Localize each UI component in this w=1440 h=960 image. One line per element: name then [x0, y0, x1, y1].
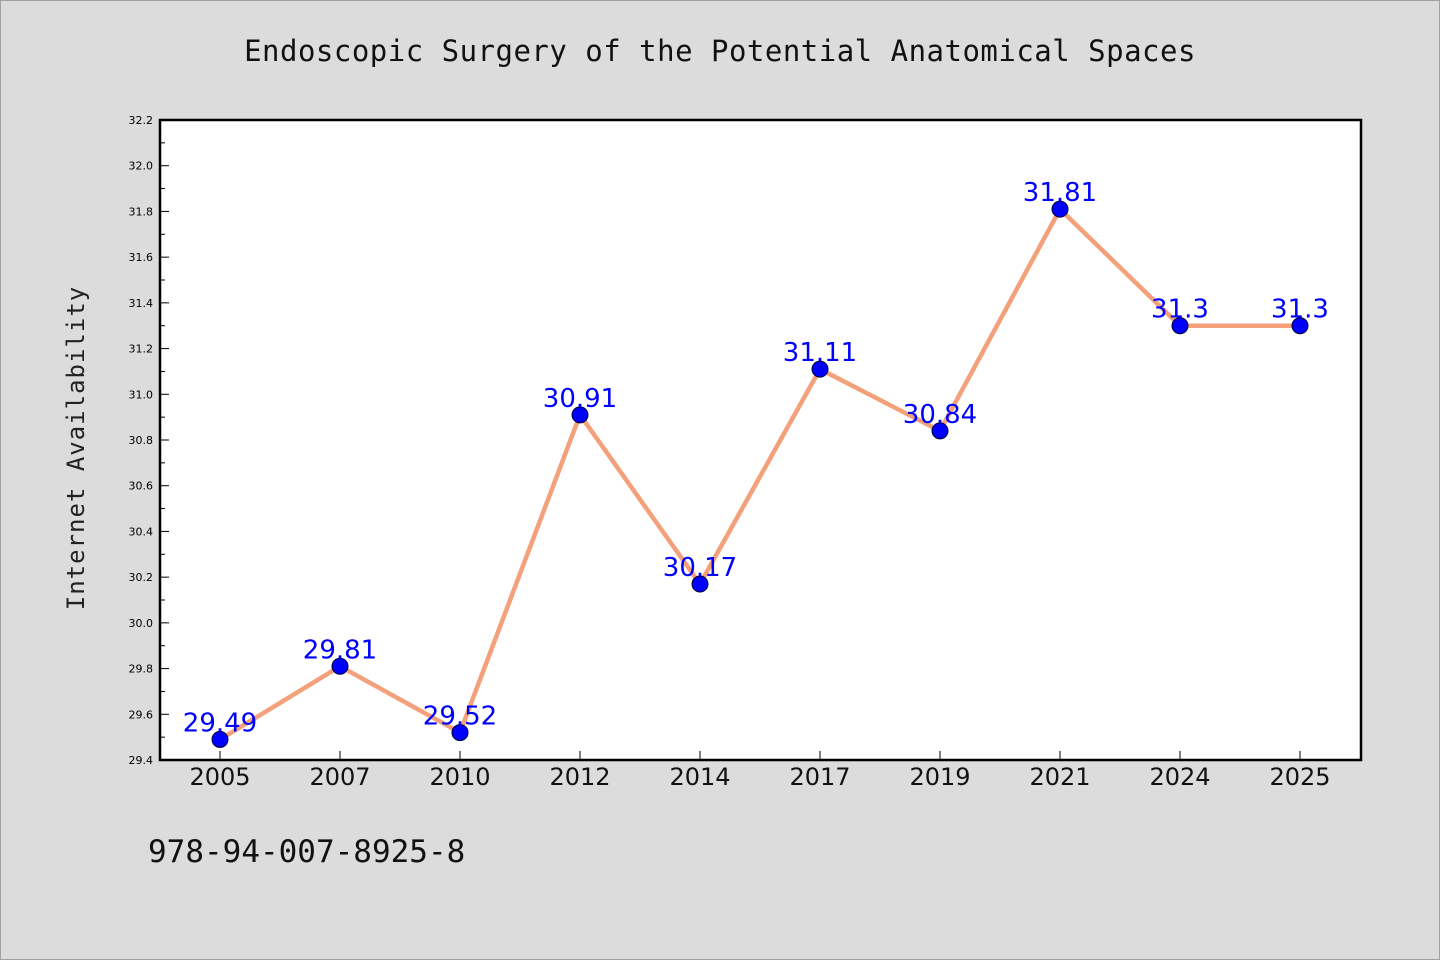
data-point: [931, 422, 949, 440]
x-tick-label: 2007: [309, 763, 370, 791]
data-point: [1051, 200, 1069, 218]
x-tick-label: 2017: [789, 763, 850, 791]
data-point: [691, 575, 709, 593]
x-tick-label: 2012: [549, 763, 610, 791]
y-tick-label: 31.6: [129, 251, 154, 264]
y-tick-label: 30.4: [129, 525, 154, 538]
y-tick-label: 30.6: [129, 480, 154, 493]
data-label: 31.11: [783, 338, 857, 368]
data-label: 29.81: [303, 635, 377, 665]
y-axis: 29.4 29.6 29.8 30.0 30.2 30.4 30.6 30.8 31.0 31.2…: [129, 114, 169, 767]
x-tick-label: 2019: [909, 763, 970, 791]
x-tick-label: 2021: [1029, 763, 1090, 791]
y-tick-label: 30.2: [129, 571, 154, 584]
footer-code: 978-94-007-8925-8: [148, 834, 466, 870]
y-tick-label: 29.8: [129, 663, 154, 676]
y-tick-label: 29.4: [129, 754, 154, 767]
y-tick-label: 29.6: [129, 708, 154, 721]
data-label: 31.81: [1023, 178, 1097, 208]
data-point: [1291, 317, 1309, 335]
x-tick-label: 2025: [1269, 763, 1330, 791]
y-tick-label: 31.2: [129, 343, 154, 356]
data-label: 30.84: [903, 400, 977, 430]
data-label: 31.3: [1151, 295, 1209, 325]
data-point: [211, 730, 229, 748]
data-point: [331, 657, 349, 675]
data-label: 30.91: [543, 384, 617, 414]
data-point: [571, 406, 589, 424]
x-tick-label: 2014: [669, 763, 730, 791]
plot-area: [158, 118, 1363, 762]
data-point: [811, 360, 829, 378]
x-tick-label: 2010: [429, 763, 490, 791]
y-tick-label: 31.4: [129, 297, 154, 310]
x-tick-label: 2024: [1149, 763, 1210, 791]
series: 29.49 29.81 29.52 30.91 30.17 31.11 30.84 31.81…: [183, 178, 1329, 748]
data-point: [451, 724, 469, 742]
data-label: 29.49: [183, 708, 257, 738]
y-tick-label: 30.8: [129, 434, 154, 447]
x-tick-label: 2005: [189, 763, 250, 791]
x-axis: 2005 2007 2010 2012 2014 2017 2019 2021 2024 2025: [189, 751, 1331, 791]
data-point: [1171, 317, 1189, 335]
y-tick-label: 32.0: [129, 160, 154, 173]
y-tick-label: 31.0: [129, 388, 154, 401]
y-tick-label: 30.0: [129, 617, 154, 630]
data-label: 29.52: [423, 702, 497, 732]
y-tick-label: 31.8: [129, 205, 154, 218]
data-label: 30.17: [663, 553, 737, 583]
data-label: 31.3: [1271, 295, 1329, 325]
chart-title: Endoscopic Surgery of the Potential Anat…: [244, 34, 1196, 68]
series-line: [217, 206, 1303, 742]
y-tick-label: 32.2: [129, 114, 154, 127]
